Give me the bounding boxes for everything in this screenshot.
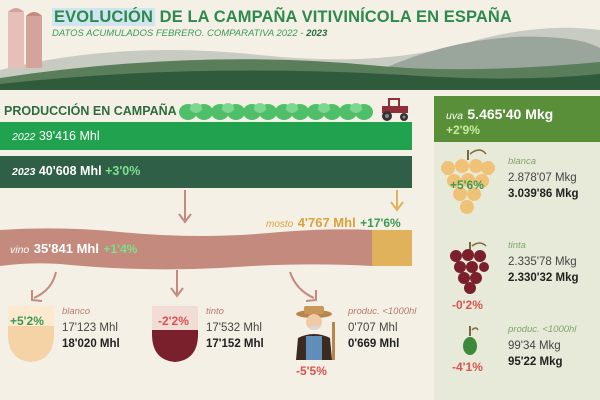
blanco-2023: 18'020 Mhl xyxy=(62,338,120,350)
produc-2023: 0'669 Mhl xyxy=(348,338,400,350)
produc-2022: 0'707 Mhl xyxy=(348,322,398,334)
farmer-icon xyxy=(296,306,335,360)
white-grapes-icon xyxy=(441,149,495,214)
tinta-2023: 2.330'32 Mkg xyxy=(508,272,579,284)
uva-header xyxy=(434,96,600,142)
curved-arrow-icon xyxy=(289,271,317,302)
silo-icon xyxy=(8,8,42,68)
red-wine-glass-icon xyxy=(152,306,198,362)
blanco-change: +5'2% xyxy=(10,314,44,328)
bar-2023-year: 2023 xyxy=(12,166,36,178)
mosto-value: 4'767 Mhl xyxy=(297,215,356,230)
vino-value: 35'841 Mhl xyxy=(33,241,99,256)
bar-2023 xyxy=(0,156,412,188)
vino-band xyxy=(0,228,412,270)
produc-uva-label: produc. <1000hl xyxy=(508,324,577,335)
arrow-down-icon xyxy=(178,190,192,224)
header-landscape xyxy=(0,0,600,90)
produccion-title: PRODUCCIÓN EN CAMPAÑA xyxy=(4,104,177,118)
bar-2022-value: 39'416 Mhl xyxy=(38,129,100,143)
page-title: EVOLUCIÓN DE LA CAMPAÑA VITIVINÍCOLA EN … xyxy=(52,8,512,26)
vino-label-group: vino 35'841 Mhl +1'4% xyxy=(10,240,137,258)
tinta-label: tinta xyxy=(508,240,526,251)
mosto-change: +17'6% xyxy=(360,216,401,230)
bar-2023-value: 40'608 Mhl xyxy=(38,164,102,178)
uva-value: 5.465'40 Mkg xyxy=(467,106,554,122)
blanca-2022: 2.878'07 Mkg xyxy=(508,172,577,184)
uva-panel xyxy=(434,96,600,400)
tinto-change: -2'2% xyxy=(158,314,189,328)
blanca-change: +5'6% xyxy=(450,178,484,192)
bar-2022-label: 2022 39'416 Mhl xyxy=(12,129,100,143)
blanca-label: blanca xyxy=(508,156,536,167)
mosto-label: mosto xyxy=(266,219,294,230)
vino-change: +1'4% xyxy=(103,242,138,256)
blanco-label: blanco xyxy=(62,306,90,317)
small-grape-icon xyxy=(463,326,479,355)
tinto-label: tinto xyxy=(206,306,224,317)
vino-label: vino xyxy=(10,244,30,256)
uva-label: uva xyxy=(446,110,463,122)
bar-2023-change: +3'0% xyxy=(105,164,141,178)
blanca-2023: 3.039'86 Mkg xyxy=(508,188,579,200)
white-wine-glass-icon xyxy=(8,306,54,362)
tractor-icon xyxy=(382,98,408,121)
arrow-down-icon xyxy=(390,190,404,212)
arrow-down-icon xyxy=(170,270,184,298)
bar-2022 xyxy=(0,122,412,150)
red-grapes-icon xyxy=(450,242,489,294)
blanco-2022: 17'123 Mhl xyxy=(62,322,118,334)
curved-arrow-icon xyxy=(31,271,57,302)
vineyard-icon xyxy=(179,103,373,120)
bar-2022-year: 2022 xyxy=(12,131,36,143)
uva-title-group: uva 5.465'40 Mkg xyxy=(446,106,553,124)
produc-uva-2022: 99'34 Mkg xyxy=(508,340,561,352)
produc-label: produc. <1000hl xyxy=(348,306,417,317)
uva-change: +2'9% xyxy=(446,123,480,137)
page-subtitle: DATOS ACUMULADOS FEBRERO. COMPARATIVA 20… xyxy=(52,28,328,39)
produc-change: -5'5% xyxy=(296,364,327,378)
bar-2023-label: 2023 40'608 Mhl +3'0% xyxy=(12,164,140,178)
tinto-2022: 17'532 Mhl xyxy=(206,322,262,334)
tinta-change: -0'2% xyxy=(452,298,483,312)
mosto-band xyxy=(372,230,412,266)
produc-uva-change: -4'1% xyxy=(452,360,483,374)
produc-uva-2023: 95'22 Mkg xyxy=(508,356,563,368)
mosto-label-group: mosto 4'767 Mhl +17'6% xyxy=(266,214,401,232)
tinto-2023: 17'152 Mhl xyxy=(206,338,264,350)
tinta-2022: 2.335'78 Mkg xyxy=(508,256,577,268)
